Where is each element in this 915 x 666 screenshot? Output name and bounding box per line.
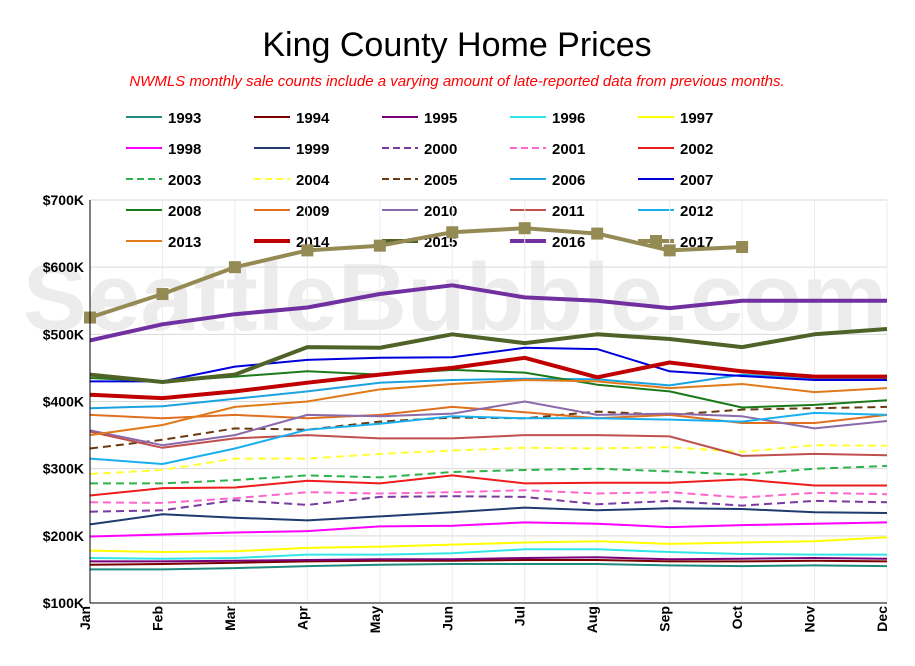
legend-label-1996: 1996: [552, 110, 585, 127]
data-point-2017: [736, 241, 749, 254]
data-point-2017: [301, 244, 314, 257]
legend-label-2001: 2001: [552, 141, 585, 158]
x-tick-label: Jun: [439, 606, 455, 631]
legend: 1993 1994 1995 1996 1997 1998 1999 2000 2001 2002…: [126, 110, 713, 251]
axes: $100K $200K $300K $400K $500K $600K $700K Jan Fe…: [43, 192, 890, 633]
x-tick-label: May: [367, 606, 383, 633]
legend-label-2007: 2007: [680, 172, 713, 189]
x-tick-label: Oct: [729, 606, 745, 630]
series-line-2012: [89, 411, 888, 465]
chart-title: King County Home Prices: [262, 26, 651, 64]
data-point-2017: [446, 226, 459, 239]
series-line-2016: [89, 283, 887, 343]
series-line-2017: [89, 226, 743, 320]
legend-label-1993: 1993: [168, 110, 201, 127]
legend-label-2004: 2004: [296, 172, 330, 189]
x-tick-label: Nov: [802, 606, 818, 633]
x-tick-label: Sep: [657, 606, 673, 632]
series-line-1996: [89, 548, 887, 560]
legend-label-2006: 2006: [552, 172, 585, 189]
data-point-2017: [228, 261, 241, 274]
series-line-2000: [89, 495, 888, 513]
series-line-2007: [90, 346, 887, 383]
series-line-2002: [89, 474, 887, 497]
chart-subtitle: NWMLS monthly sale counts include a vary…: [129, 73, 784, 90]
legend-label-2005: 2005: [424, 172, 457, 189]
legend-label-1998: 1998: [168, 141, 201, 158]
x-tick-label: Aug: [584, 606, 600, 633]
series-line-1997: [89, 536, 888, 553]
series-group: [84, 222, 888, 571]
legend-label-2011: 2011: [552, 203, 585, 220]
legend-label-1999: 1999: [296, 141, 329, 158]
legend-label-1995: 1995: [424, 110, 457, 127]
y-tick-label: $700K: [43, 192, 84, 208]
legend-label-2009: 2009: [296, 203, 329, 220]
series-line-2010: [89, 400, 888, 447]
series-line-1993: [90, 563, 888, 571]
x-tick-label: Jan: [77, 606, 93, 630]
data-point-2017: [663, 244, 676, 257]
series-line-1999: [89, 506, 888, 526]
series-line-2006: [89, 373, 888, 410]
data-point-2017: [373, 239, 386, 252]
legend-label-2016: 2016: [552, 234, 585, 251]
y-tick-label: $300K: [43, 461, 84, 477]
series-line-2011: [89, 430, 888, 457]
y-tick-label: $600K: [43, 259, 84, 275]
grid: [89, 199, 888, 604]
legend-label-2003: 2003: [168, 172, 201, 189]
series-line-2014: [89, 355, 887, 401]
y-tick-label: $200K: [43, 528, 84, 544]
x-tick-label: Feb: [149, 606, 165, 631]
series-line-2003: [90, 465, 888, 485]
y-tick-label: $100K: [43, 595, 84, 611]
y-tick-label: $400K: [43, 394, 84, 410]
legend-label-2000: 2000: [424, 141, 457, 158]
legend-label-1994: 1994: [296, 110, 330, 127]
series-line-2013: [89, 379, 888, 437]
series-line-2004: [89, 444, 888, 475]
series-line-1998: [89, 521, 888, 538]
data-point-2017: [518, 222, 531, 235]
series-line-2015: [89, 327, 888, 384]
legend-label-2002: 2002: [680, 141, 713, 158]
data-point-2017: [156, 288, 169, 301]
x-tick-label: Mar: [222, 605, 238, 630]
legend-label-2013: 2013: [168, 234, 201, 251]
data-point-2017: [591, 227, 604, 240]
y-tick-label: $500K: [43, 326, 84, 342]
x-tick-label: Apr: [294, 605, 310, 630]
legend-label-2008: 2008: [168, 203, 201, 220]
x-tick-label: Dec: [874, 606, 890, 632]
series-line-2009: [89, 405, 888, 424]
x-tick-label: Jul: [512, 606, 528, 626]
legend-label-1997: 1997: [680, 110, 713, 127]
legend-label-2012: 2012: [680, 203, 713, 220]
series-line-2005: [89, 405, 888, 450]
legend-label-2010: 2010: [424, 203, 457, 220]
series-line-1995: [90, 556, 888, 563]
series-line-1994: [89, 559, 888, 566]
series-line-2001: [89, 489, 888, 504]
legend-label-2015: 2015: [424, 234, 457, 251]
legend-marker-2017: [650, 235, 662, 247]
